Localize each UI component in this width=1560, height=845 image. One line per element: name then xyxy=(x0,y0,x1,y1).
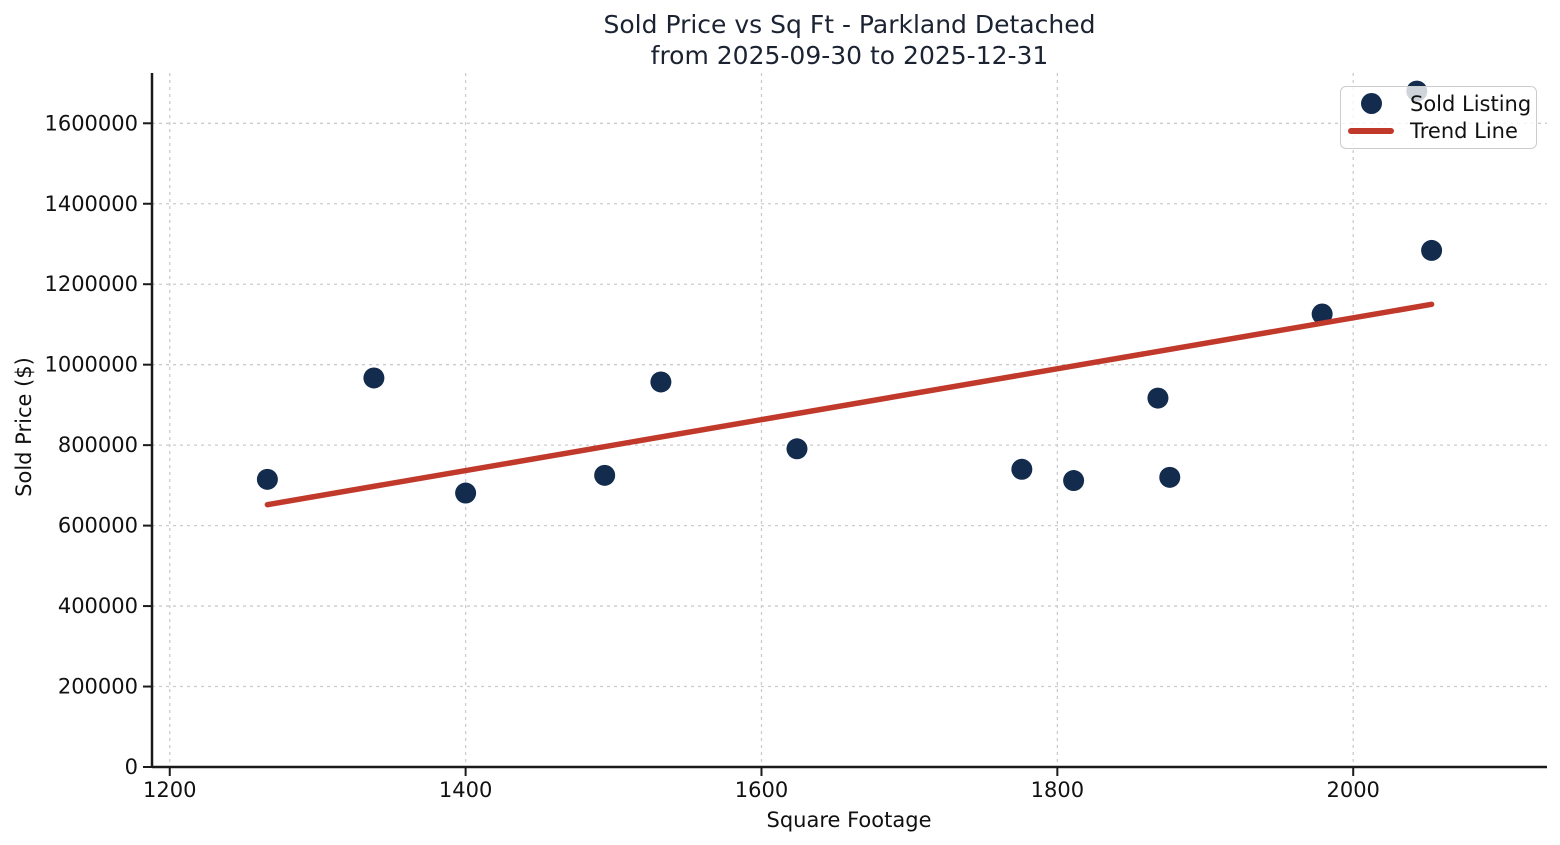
chart-title: Sold Price vs Sq Ft - Parkland Detached xyxy=(603,10,1096,39)
x-tick-label: 1800 xyxy=(1031,778,1084,802)
x-tick-label: 1400 xyxy=(439,778,492,802)
scatter-marker-icon xyxy=(1341,93,1397,115)
scatter-point xyxy=(594,464,616,486)
scatter-point xyxy=(1011,458,1033,480)
y-tick-label: 400000 xyxy=(58,594,138,618)
legend-item-trend-line: Trend Line xyxy=(1341,118,1536,145)
scatter-point xyxy=(1147,387,1169,409)
scatter-point xyxy=(1063,470,1085,492)
trend-line-marker-icon xyxy=(1341,128,1397,135)
scatter-point xyxy=(650,371,672,393)
scatter-point xyxy=(363,367,385,389)
y-tick-label: 1200000 xyxy=(44,272,138,296)
y-tick-label: 1000000 xyxy=(44,353,138,377)
legend: Sold Listing Trend Line xyxy=(1340,86,1537,149)
scatter-point xyxy=(455,482,477,504)
x-tick-label: 1600 xyxy=(735,778,788,802)
y-tick-label: 800000 xyxy=(58,433,138,457)
scatter-point xyxy=(1311,303,1333,325)
x-axis-label: Square Footage xyxy=(766,808,932,832)
y-tick-label: 1600000 xyxy=(44,111,138,135)
legend-label-trend-line: Trend Line xyxy=(1410,119,1518,144)
legend-label-sold-listing: Sold Listing xyxy=(1410,91,1532,116)
y-tick-label: 600000 xyxy=(58,514,138,538)
chart-subtitle: from 2025-09-30 to 2025-12-31 xyxy=(650,41,1049,70)
scatter-point xyxy=(786,438,808,460)
y-tick-label: 1400000 xyxy=(44,192,138,216)
scatter-point xyxy=(256,468,278,490)
y-axis-label: Sold Price ($) xyxy=(12,357,36,497)
scatter-point xyxy=(1421,239,1443,261)
legend-item-sold-listing: Sold Listing xyxy=(1341,90,1536,117)
x-tick-label: 1200 xyxy=(143,778,196,802)
y-tick-label: 200000 xyxy=(58,675,138,699)
chart-title-block: Sold Price vs Sq Ft - Parkland Detached … xyxy=(152,9,1547,71)
y-tick-label: 0 xyxy=(125,755,138,779)
x-tick-label: 2000 xyxy=(1326,778,1379,802)
trend-line xyxy=(264,301,1435,508)
scatter-point xyxy=(1159,466,1181,488)
